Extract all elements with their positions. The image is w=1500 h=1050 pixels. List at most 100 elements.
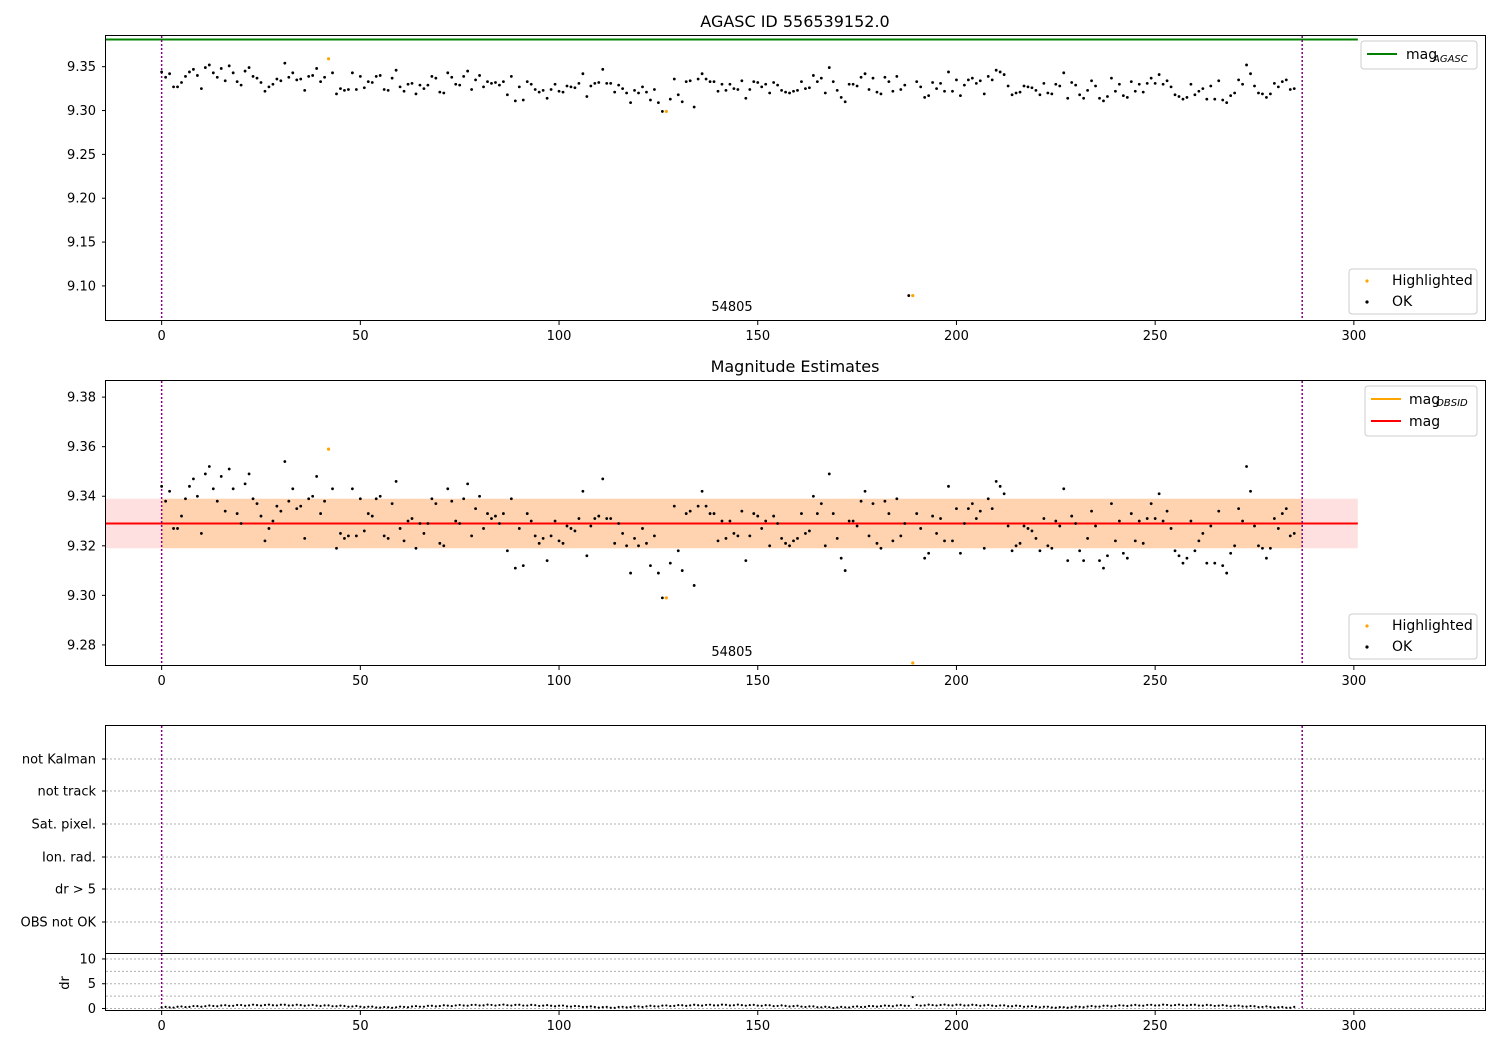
agasc-ok-point [1121,94,1125,98]
magest-obsid-annotation: 54805 [711,645,752,660]
magest-ok-point [573,529,577,533]
agasc-ok-point [1014,91,1018,95]
magest-ok-point [203,472,207,476]
dr-point [1062,1006,1065,1009]
dr-point [319,1004,322,1008]
agasc-ok-point [1237,78,1241,82]
agasc-ok-point [1241,82,1244,86]
dr-point [983,1004,986,1007]
agasc-ok-point [708,80,712,83]
dr-point [832,1006,835,1010]
agasc-ok-point [366,80,370,83]
magest-ok-point [708,512,712,515]
agasc-ok-point [704,77,708,81]
agasc-ok-point [215,75,219,79]
agasc-ok-point [962,83,966,87]
agasc-ok-point [784,90,787,94]
agasc-ok-point [847,82,851,86]
magest-ok-point [1022,524,1026,528]
dr-point [573,1004,577,1008]
flags-category-label: not track [37,785,96,800]
agasc-ok-point [835,88,839,92]
agasc-ok-point [1137,82,1141,86]
agasc-ok-point [951,89,954,93]
magest-xtick-label: 0 [157,674,165,689]
dr-point [395,1006,398,1009]
dr-point [784,1004,787,1007]
magest-ok-point [1050,546,1054,550]
magest-ok-point [823,544,827,548]
magest-ok-point [482,527,485,530]
dr-point [1126,1004,1129,1008]
magest-ok-point [879,546,883,550]
magest-ok-point [366,512,370,515]
dr-point [546,1004,549,1007]
magest-ok-point [1245,465,1248,468]
agasc-ok-point [1006,84,1010,88]
agasc-ok-point [915,80,919,83]
agasc-ok-point [160,70,164,74]
agasc-ok-point [537,90,541,94]
magest-ok-point [788,544,791,548]
magest-ok-point [557,539,561,543]
agasc-ok-point [680,100,684,104]
dr-point [534,1004,537,1007]
magest-ok-point [1010,549,1014,553]
magest-ok-point [831,512,835,515]
magest-ok-point [450,499,454,503]
magest-ok-point [1253,524,1256,528]
flags-panel: not Kalman not track Sat. pixel. Ion. rad. d… [21,725,1486,954]
agasc-ok-point [438,90,442,94]
dr-point [474,1003,477,1006]
magest-ok-point [966,507,970,511]
agasc-ok-point [164,75,168,79]
dr-point [494,1004,497,1007]
magest-ok-point [744,559,748,563]
dr-point [410,1005,414,1008]
magest-ok-point [259,514,263,518]
legend-mag-agasc-label: mag [1406,47,1437,63]
dr-point [752,1003,755,1006]
dr-point [1249,1004,1252,1008]
magest-ok-point [1014,544,1018,548]
agasc-ok-point [645,90,648,94]
agasc-ok-point [1110,76,1113,80]
dr-point [367,1005,370,1008]
magest-ok-point [1161,519,1165,523]
dr-point [1098,1005,1101,1008]
dr-point [1026,1005,1030,1008]
magest-ok-point [525,512,529,515]
magest-ok-point [1165,509,1169,513]
magest-ok-point [990,507,994,511]
agasc-ok-point [959,94,962,98]
agasc-ok-point [700,72,704,76]
magest-ok-point [164,499,168,503]
agasc-ok-point [617,83,621,87]
agasc-ok-point [283,61,287,65]
magest-ok-point [935,532,938,535]
agasc-ok-point [720,82,724,86]
dr-point [760,1004,763,1007]
magest-ok-point [176,527,179,530]
dr-point [907,1004,910,1007]
dr-point [597,1006,600,1009]
agasc-ok-point [843,100,847,104]
dr-point [1281,1005,1284,1009]
dr-point [1046,1005,1049,1008]
agasc-ok-point [1249,72,1252,76]
magest-ok-point [1153,517,1157,520]
agasc-ok-point [1090,79,1093,83]
agasc-ok-point [1046,91,1050,95]
magest-ok-point [1280,512,1284,515]
agasc-ok-point [382,88,386,91]
agasc-ok-point [1058,84,1062,88]
agasc-ok-point [760,85,764,89]
magest-ok-point [704,504,708,508]
magest-ytick-label: 9.30 [67,589,96,604]
agasc-ok-point [434,76,438,80]
dr-point [478,1004,481,1007]
agasc-ok-point [545,96,549,100]
dr-point [1118,1004,1121,1007]
magest-ok-point [668,561,672,565]
agasc-ok-point [1078,93,1082,97]
